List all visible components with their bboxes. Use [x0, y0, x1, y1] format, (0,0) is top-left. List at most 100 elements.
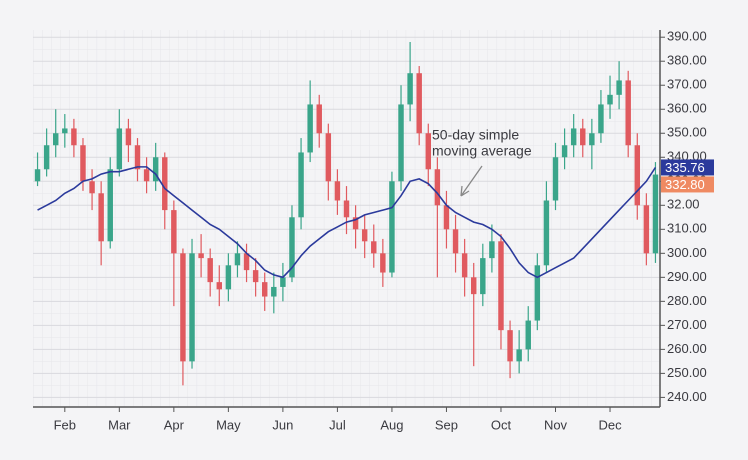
candle-body	[98, 193, 104, 242]
candle-body	[225, 265, 232, 290]
candle-body	[470, 277, 477, 295]
candle-body	[298, 152, 304, 218]
candle-body	[525, 320, 531, 350]
y-tick-label: 390.00	[667, 29, 707, 44]
y-tick-label: 270.00	[667, 317, 707, 332]
candle-body	[589, 133, 595, 146]
candle-body	[489, 241, 495, 259]
candle-body	[280, 277, 286, 287]
candle-body	[480, 258, 486, 295]
y-tick-label: 380.00	[667, 53, 707, 68]
candle-body	[389, 181, 395, 273]
candle-body	[534, 265, 541, 321]
price-tag-label: 332.80	[665, 177, 705, 192]
candle-body	[316, 104, 322, 134]
candle-body	[171, 210, 177, 254]
candle-body	[580, 128, 586, 146]
y-tick-label: 260.00	[667, 341, 707, 356]
candle-body	[498, 241, 504, 331]
price-tag-label: 335.76	[665, 160, 705, 175]
y-tick-label: 290.00	[667, 269, 707, 284]
candle-body	[343, 200, 350, 218]
candle-body	[252, 270, 259, 283]
candle-body	[125, 128, 132, 146]
candle-body	[325, 133, 332, 182]
plot	[34, 42, 659, 386]
annotation: 50-day simple	[432, 127, 519, 143]
candle-body	[189, 253, 195, 362]
candle-body	[198, 253, 204, 259]
candle-body	[561, 145, 568, 158]
candle-body	[289, 217, 295, 278]
y-tick-label: 250.00	[667, 365, 707, 380]
x-tick-label: Apr	[164, 417, 185, 432]
x-tick-label: Nov	[544, 417, 568, 432]
candle-body	[398, 104, 404, 182]
candle-body	[216, 282, 223, 290]
y-tick-label: 300.00	[667, 245, 707, 260]
price-tag	[661, 176, 714, 193]
y-tick-label: 370.00	[667, 77, 707, 92]
candle-body	[416, 73, 422, 134]
annotation: moving average	[432, 143, 532, 159]
candle-body	[80, 145, 86, 182]
x-tick-label: Jun	[272, 417, 293, 432]
candle-body	[625, 80, 631, 146]
candle-body	[634, 145, 641, 206]
candle-body	[598, 104, 604, 134]
x-tick-label: Jul	[329, 417, 346, 432]
candle-body	[516, 349, 522, 362]
candle-body	[616, 80, 622, 95]
candle-body	[243, 253, 250, 271]
y-tick-label: 280.00	[667, 293, 707, 308]
candle-body	[152, 157, 159, 182]
candle-body	[180, 253, 186, 362]
candle-body	[134, 145, 141, 170]
candle-body	[652, 174, 659, 254]
candle-body	[361, 229, 368, 242]
candle-body	[643, 205, 650, 254]
candle-body	[407, 73, 413, 105]
y-tick-label: 32.00	[667, 197, 700, 212]
candle-body	[52, 133, 59, 146]
candle-body	[307, 104, 313, 153]
candle-body	[34, 169, 41, 182]
candle-body	[352, 217, 359, 230]
candle-body	[143, 169, 150, 182]
y-tick-label: 240.00	[667, 389, 707, 404]
candle-body	[89, 181, 95, 194]
price-tag	[661, 159, 714, 176]
x-tick-label: Dec	[598, 417, 622, 432]
candle-body	[443, 205, 450, 230]
y-tick-label: 360.00	[667, 101, 707, 116]
x-tick-label: Aug	[380, 417, 403, 432]
candle-body	[543, 200, 550, 266]
candle-body	[207, 258, 213, 283]
candle-body	[234, 253, 241, 266]
candle-body	[261, 282, 268, 297]
candle-body	[43, 145, 50, 170]
x-tick-label: Oct	[491, 417, 512, 432]
candle-body	[570, 128, 577, 146]
candle-body	[380, 253, 386, 273]
candle-body	[507, 330, 513, 362]
candle-body	[271, 286, 277, 297]
y-tick-label: 310.00	[667, 221, 707, 236]
x-tick-label: May	[216, 417, 241, 432]
y-tick-label: 350.00	[667, 125, 707, 140]
candle-body	[607, 94, 613, 105]
candle-body	[62, 128, 68, 134]
candle-body	[425, 133, 432, 170]
moving-average-line	[37, 166, 657, 279]
candle-body	[162, 157, 168, 211]
candle-body	[552, 157, 559, 201]
candle-body	[71, 128, 77, 146]
candle-body	[371, 241, 377, 254]
annotation-arrow	[460, 165, 483, 197]
candle-body	[334, 181, 341, 201]
candle-body	[434, 169, 441, 206]
x-tick-label: Mar	[108, 417, 131, 432]
candle-body	[461, 253, 468, 278]
x-tick-label: Feb	[54, 417, 76, 432]
